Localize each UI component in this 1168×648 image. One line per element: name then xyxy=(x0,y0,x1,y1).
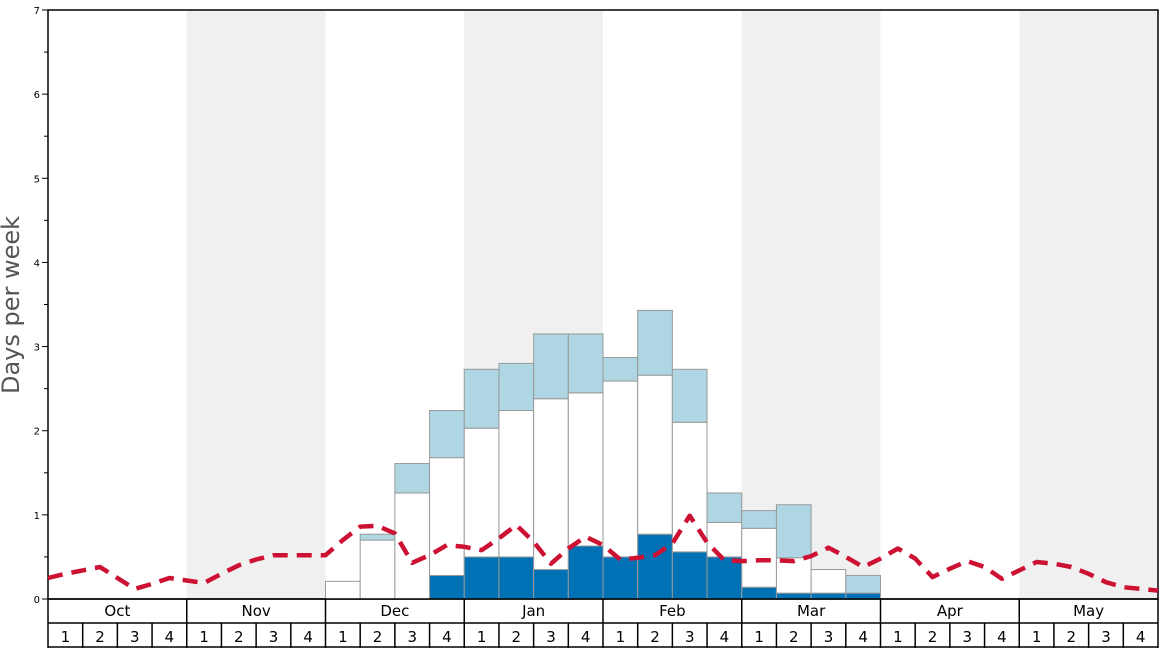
y-tick-label: 3 xyxy=(34,343,40,354)
bar-white-week-9 xyxy=(359,539,396,600)
bar-light-week-15 xyxy=(567,333,604,394)
bar-white-week-17 xyxy=(637,374,673,535)
average-line xyxy=(47,513,1159,593)
week-label: 2 xyxy=(928,628,938,646)
bar-light-week-18 xyxy=(671,368,708,423)
week-label: 4 xyxy=(858,628,868,646)
bar-white-week-22 xyxy=(810,569,847,594)
week-label: 1 xyxy=(477,628,487,646)
month-shading xyxy=(186,10,1158,599)
bar-light-week-12 xyxy=(463,368,500,429)
week-label: 2 xyxy=(234,628,244,646)
week-label: 3 xyxy=(962,628,972,646)
week-label: 3 xyxy=(1101,628,1111,646)
month-label-nov: Nov xyxy=(241,602,270,620)
y-tick-label: 7 xyxy=(34,6,40,17)
bar-light-week-9 xyxy=(359,533,396,541)
month-shade-may xyxy=(1019,10,1158,599)
bar-light-week-16 xyxy=(602,357,639,382)
bar-light-week-23 xyxy=(845,574,881,594)
bar-light-week-10 xyxy=(394,463,431,494)
month-shade-nov xyxy=(186,10,326,599)
bar-dark-week-15 xyxy=(567,545,604,600)
bar-light-week-20 xyxy=(741,510,777,529)
bar-light-week-13 xyxy=(498,362,535,412)
y-tick-label: 6 xyxy=(34,90,40,101)
y-axis-label: Days per week xyxy=(0,216,25,394)
week-label: 2 xyxy=(95,628,105,646)
bar-white-week-12 xyxy=(463,427,500,558)
bar-dark-week-20 xyxy=(741,586,777,600)
week-label: 2 xyxy=(650,628,660,646)
week-label: 3 xyxy=(130,628,140,646)
month-label-jan: Jan xyxy=(521,602,545,620)
week-label: 3 xyxy=(824,628,834,646)
month-label-apr: Apr xyxy=(937,602,964,620)
week-label: 2 xyxy=(373,628,383,646)
week-label: 1 xyxy=(893,628,903,646)
bar-white-week-8 xyxy=(325,580,361,600)
week-label: 3 xyxy=(407,628,417,646)
y-tick-label: 0 xyxy=(34,595,40,606)
month-label-may: May xyxy=(1073,602,1104,620)
bar-white-week-20 xyxy=(741,527,777,588)
bar-light-week-17 xyxy=(637,309,673,376)
bar-light-week-14 xyxy=(533,333,569,400)
month-label-feb: Feb xyxy=(659,602,686,620)
bar-dark-week-17 xyxy=(637,533,673,600)
week-label: 3 xyxy=(269,628,279,646)
week-label: 2 xyxy=(789,628,799,646)
y-tick-label: 5 xyxy=(34,174,40,185)
bar-dark-week-19 xyxy=(706,556,743,600)
week-label: 4 xyxy=(720,628,730,646)
y-tick-label: 1 xyxy=(34,511,40,522)
y-tick-label: 2 xyxy=(34,427,40,438)
bar-white-week-15 xyxy=(567,392,604,547)
month-label-oct: Oct xyxy=(104,602,130,620)
bar-dark-week-16 xyxy=(602,556,639,600)
bar-dark-week-12 xyxy=(463,556,500,600)
bar-light-week-21 xyxy=(775,504,812,559)
bar-dark-week-13 xyxy=(498,556,535,600)
bar-light-week-19 xyxy=(706,492,743,523)
week-label: 1 xyxy=(754,628,764,646)
bar-dark-week-14 xyxy=(533,569,569,600)
week-label: 4 xyxy=(997,628,1007,646)
bar-white-week-19 xyxy=(706,521,743,558)
week-label: 4 xyxy=(165,628,175,646)
bar-white-week-16 xyxy=(602,380,639,558)
week-label: 1 xyxy=(616,628,626,646)
bar-dark-week-23 xyxy=(845,592,881,600)
week-label: 3 xyxy=(685,628,695,646)
average-line-layer xyxy=(47,513,1159,593)
bar-dark-week-21 xyxy=(775,592,812,600)
x-axis: Oct Nov Dec Jan Feb Mar Apr May 1 2 3 4 1 2 3 4 1 2 3 4 1 2 3 4… xyxy=(47,598,1159,648)
month-label-mar: Mar xyxy=(797,602,826,620)
bar-dark-week-22 xyxy=(810,592,847,600)
week-label: 2 xyxy=(512,628,522,646)
week-label: 4 xyxy=(442,628,452,646)
week-label: 1 xyxy=(199,628,209,646)
y-axis: 0 1 2 3 4 5 6 7 xyxy=(34,6,48,606)
week-label: 1 xyxy=(1032,628,1042,646)
bar-white-week-14 xyxy=(533,398,569,571)
week-label: 4 xyxy=(1136,628,1146,646)
y-tick-label: 4 xyxy=(34,258,40,269)
week-label: 2 xyxy=(1067,628,1077,646)
week-label: 4 xyxy=(303,628,313,646)
week-label: 1 xyxy=(61,628,71,646)
bar-white-week-11 xyxy=(429,457,465,576)
bar-light-week-11 xyxy=(429,410,465,459)
bar-dark-week-11 xyxy=(429,574,465,600)
week-label: 4 xyxy=(581,628,591,646)
bar-dark-week-18 xyxy=(671,551,708,600)
month-label-dec: Dec xyxy=(380,602,409,620)
month-shade-mar xyxy=(741,10,881,599)
week-label: 3 xyxy=(546,628,556,646)
week-label: 1 xyxy=(338,628,348,646)
